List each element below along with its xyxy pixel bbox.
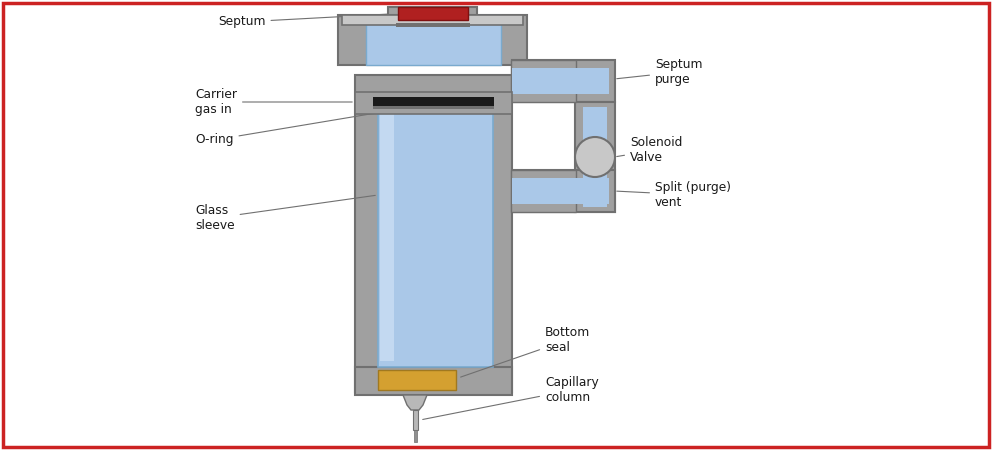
Text: Glass
sleeve: Glass sleeve xyxy=(195,195,375,232)
Bar xyxy=(511,60,576,102)
Text: Split (purge)
vent: Split (purge) vent xyxy=(617,181,731,209)
Bar xyxy=(512,68,575,94)
Text: Carrier
gas in: Carrier gas in xyxy=(195,88,352,116)
Bar xyxy=(373,97,494,109)
Bar xyxy=(511,170,576,212)
Bar xyxy=(378,370,456,390)
Bar xyxy=(398,7,468,20)
Text: Bottom
seal: Bottom seal xyxy=(460,326,590,377)
Text: O-ring: O-ring xyxy=(195,113,373,147)
Bar xyxy=(338,15,527,65)
Bar xyxy=(583,107,607,207)
Bar xyxy=(342,15,523,25)
Text: Septum: Septum xyxy=(218,14,387,28)
Bar xyxy=(512,178,609,204)
Text: Capillary
column: Capillary column xyxy=(423,376,599,419)
Bar xyxy=(355,75,512,392)
Polygon shape xyxy=(403,395,427,410)
Bar xyxy=(575,102,615,212)
Bar xyxy=(396,23,470,27)
Text: Septum
purge: Septum purge xyxy=(617,58,702,86)
Bar xyxy=(366,15,501,65)
Bar xyxy=(512,178,575,204)
Bar xyxy=(355,367,512,395)
Bar xyxy=(378,102,493,367)
Bar xyxy=(380,108,394,361)
Bar xyxy=(512,60,615,102)
Bar xyxy=(512,170,615,212)
Bar xyxy=(413,410,418,430)
Text: Solenoid
Valve: Solenoid Valve xyxy=(617,136,682,164)
Bar xyxy=(414,430,417,442)
Bar xyxy=(355,92,512,114)
Bar xyxy=(388,7,477,15)
Bar xyxy=(373,106,494,109)
Bar xyxy=(512,68,609,94)
Circle shape xyxy=(575,137,615,177)
